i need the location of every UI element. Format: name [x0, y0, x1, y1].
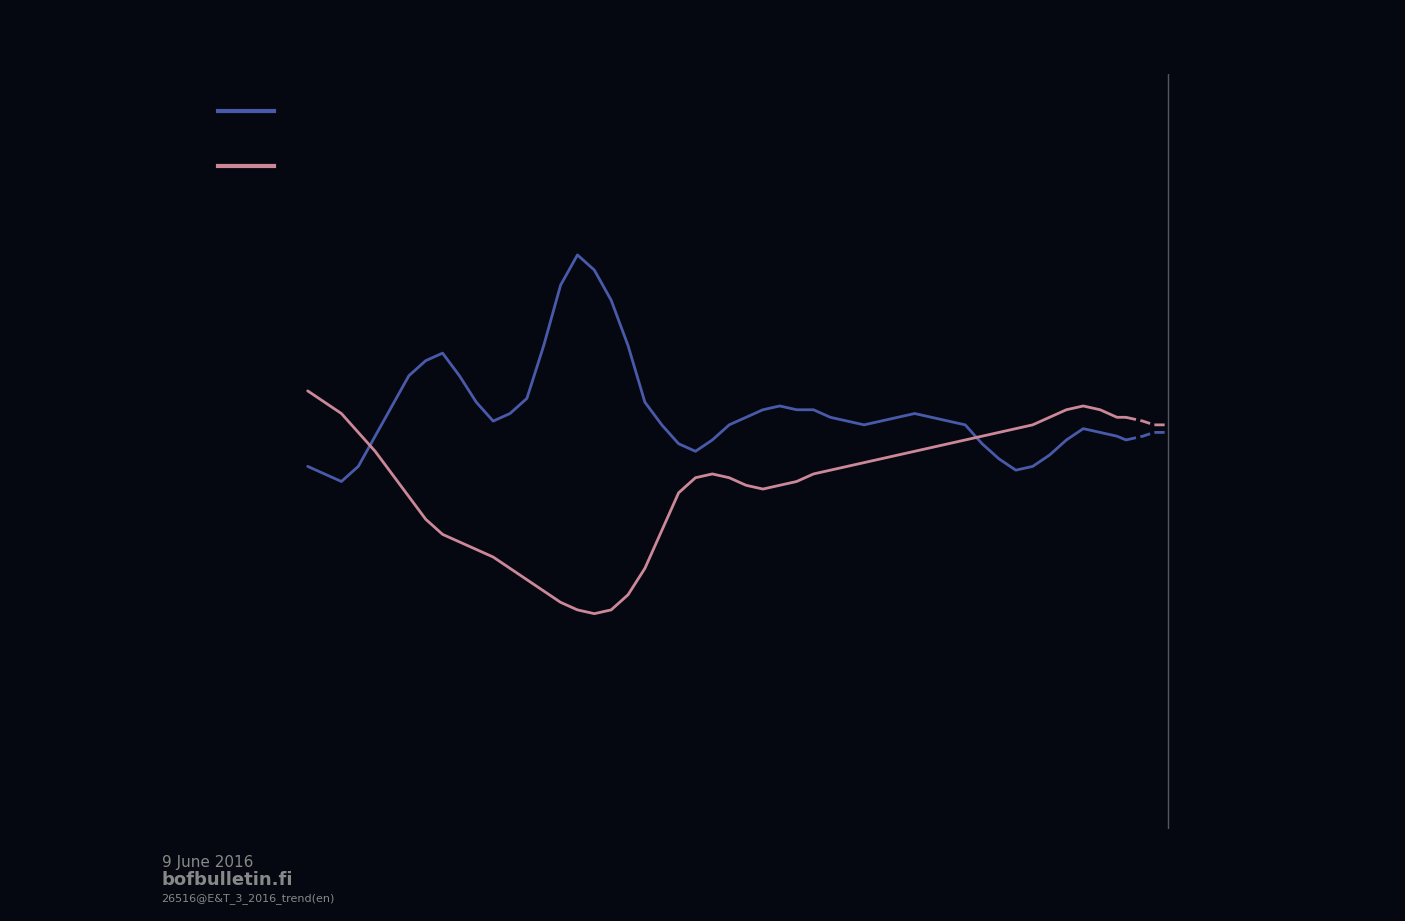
- Text: bofbulletin.fi: bofbulletin.fi: [162, 870, 294, 889]
- Text: 9 June 2016: 9 June 2016: [162, 856, 253, 870]
- Text: 26516@E&T_3_2016_trend(en): 26516@E&T_3_2016_trend(en): [162, 893, 334, 904]
